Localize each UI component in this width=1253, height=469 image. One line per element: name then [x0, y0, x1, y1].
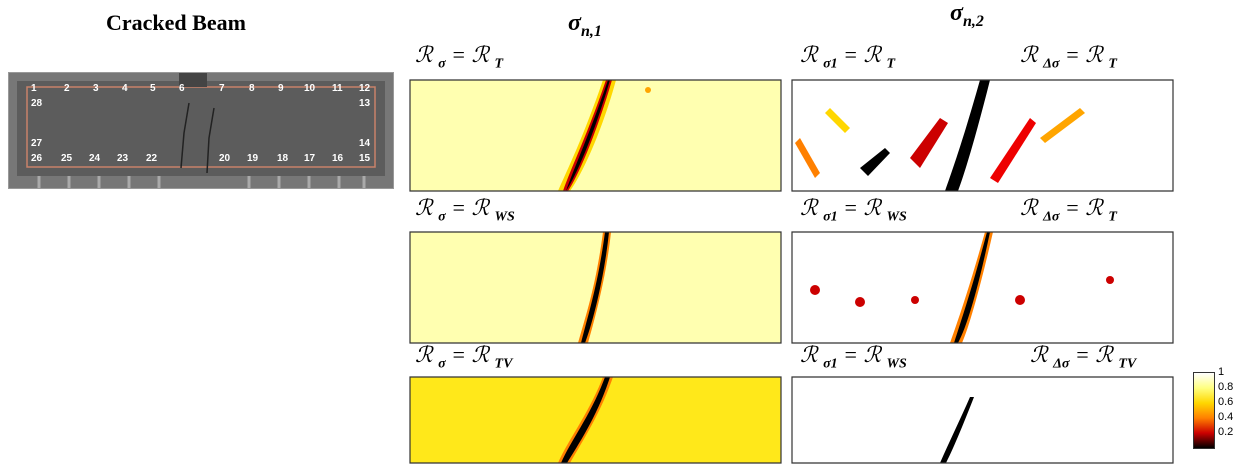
- node-25: 25: [61, 153, 73, 164]
- node-2: 2: [64, 83, 70, 94]
- label-c1-r3: ℛ σ = ℛ TV: [415, 342, 513, 372]
- panel-c2-r1: [791, 79, 1174, 192]
- col2-sigma: σ: [950, 0, 963, 26]
- node-12: 12: [359, 83, 371, 94]
- node-9: 9: [278, 83, 284, 94]
- cracked-beam-title: Cracked Beam: [106, 10, 246, 35]
- node-8: 8: [249, 83, 255, 94]
- colorbar-tick-1: 1: [1218, 366, 1225, 378]
- node-6: 6: [179, 83, 185, 94]
- beam-photo: 1 2 3 4 5 6 7 8 9 10 11 12 13 14 15 16 1…: [8, 72, 394, 189]
- node-20: 20: [219, 153, 231, 164]
- node-22: 22: [146, 153, 158, 164]
- node-5: 5: [150, 83, 156, 94]
- node-3: 3: [93, 83, 99, 94]
- col1-sigma: σ: [568, 10, 581, 36]
- panel-c1-r3: [409, 376, 782, 464]
- node-17: 17: [304, 153, 316, 164]
- node-26: 26: [31, 153, 43, 164]
- node-19: 19: [247, 153, 259, 164]
- label-c2-r3-right: ℛ Δσ = ℛ TV: [1030, 342, 1137, 372]
- col1-sub: n,1: [580, 22, 602, 40]
- node-28: 28: [31, 98, 43, 109]
- label-c2-r2-right: ℛ Δσ = ℛ T: [1020, 195, 1117, 225]
- node-23: 23: [117, 153, 129, 164]
- colorbar: [1193, 372, 1215, 449]
- node-18: 18: [277, 153, 289, 164]
- col2-title: σn,2: [950, 0, 984, 31]
- label-c2-r1-left: ℛ σ1 = ℛ T: [800, 42, 896, 72]
- node-24: 24: [89, 153, 101, 164]
- node-13: 13: [359, 98, 371, 109]
- node-16: 16: [332, 153, 344, 164]
- colorbar-tick-0-8: 0.8: [1218, 381, 1234, 393]
- label-c2-r3-left: ℛ σ1 = ℛ WS: [800, 342, 907, 372]
- label-c2-r1-right: ℛ Δσ = ℛ T: [1020, 42, 1117, 72]
- panel-c2-r2: [791, 231, 1174, 344]
- node-11: 11: [332, 83, 343, 94]
- beam-photo-drawing: [9, 73, 393, 188]
- panel-c2-r3: [791, 376, 1174, 464]
- node-1: 1: [31, 83, 37, 94]
- col1-title: σn,1: [568, 10, 602, 41]
- colorbar-tick-0-4: 0.4: [1218, 411, 1234, 423]
- colorbar-tick-0-6: 0.6: [1218, 396, 1234, 408]
- node-15: 15: [359, 153, 371, 164]
- colorbar-tick-0-2: 0.2: [1218, 426, 1234, 438]
- panel-c1-r2: [409, 231, 782, 344]
- col2-sub: n,2: [962, 12, 984, 30]
- node-27: 27: [31, 138, 43, 149]
- label-c2-r2-left: ℛ σ1 = ℛ WS: [800, 195, 907, 225]
- node-7: 7: [219, 83, 225, 94]
- node-10: 10: [304, 83, 316, 94]
- node-14: 14: [359, 138, 371, 149]
- label-c1-r1: ℛ σ = ℛ T: [415, 42, 504, 72]
- panel-c1-r1: [409, 79, 782, 192]
- label-c1-r2: ℛ σ = ℛ WS: [415, 195, 515, 225]
- node-4: 4: [122, 83, 128, 94]
